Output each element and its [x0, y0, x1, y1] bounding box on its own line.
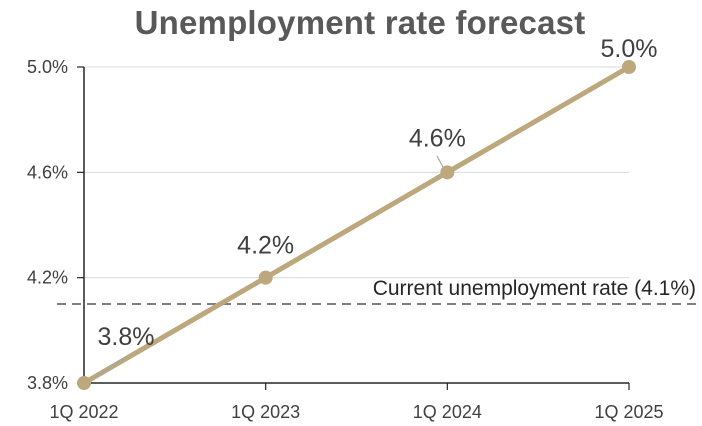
y-tick-label: 5.0% — [27, 57, 68, 77]
data-label: 4.2% — [237, 232, 294, 260]
gridlines — [84, 66, 629, 279]
reference-line-group: Current unemployment rate (4.1%) — [57, 277, 698, 305]
series-group — [77, 60, 636, 390]
x-tick-label: 1Q 2024 — [413, 402, 482, 422]
chart-title: Unemployment rate forecast — [134, 4, 586, 41]
data-point — [258, 270, 273, 285]
series-line — [82, 64, 631, 386]
data-label: 3.8% — [98, 323, 155, 351]
data-label: 5.0% — [601, 35, 658, 63]
leader-line — [93, 355, 128, 379]
data-labels: 3.8% 4.2% 4.6% 5.0% — [93, 35, 658, 379]
y-tick-label: 4.6% — [27, 162, 68, 182]
data-point — [440, 165, 455, 180]
tick-labels: 3.8% 4.2% 4.6% 5.0% 1Q 2022 1Q 2023 1Q 2024 1Q … — [27, 57, 664, 422]
x-tick-label: 1Q 2023 — [231, 402, 300, 422]
leader-line — [436, 155, 444, 168]
data-point — [622, 60, 636, 74]
y-tick-label: 4.2% — [27, 268, 68, 288]
data-label: 4.6% — [409, 124, 466, 152]
x-tick-label: 1Q 2025 — [594, 402, 663, 422]
x-tick-label: 1Q 2022 — [49, 402, 118, 422]
data-point — [77, 376, 91, 390]
reference-line-label: Current unemployment rate (4.1%) — [373, 277, 696, 300]
y-tick-label: 3.8% — [27, 373, 68, 393]
